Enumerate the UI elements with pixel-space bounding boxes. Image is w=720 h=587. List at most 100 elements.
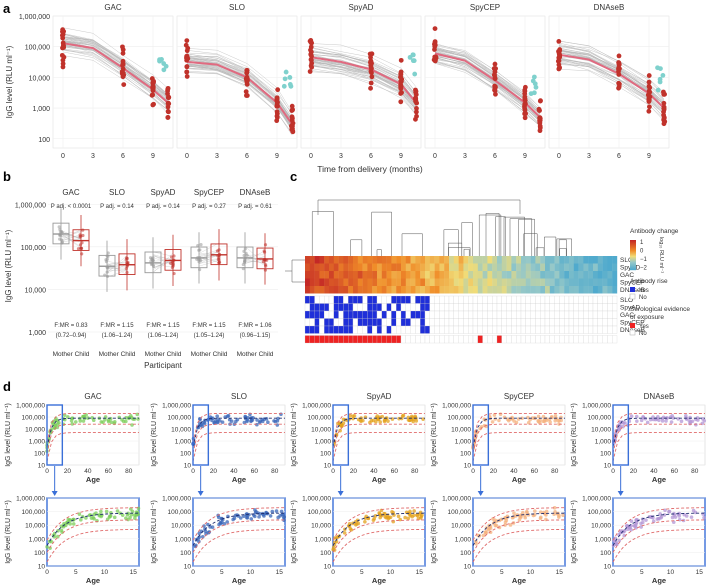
rise-cell <box>506 318 512 327</box>
data-point <box>255 418 259 422</box>
heatmap-cell <box>559 263 565 271</box>
heatmap-cell <box>511 271 517 279</box>
rise-cell <box>612 318 618 327</box>
heatmap-cell <box>540 278 546 286</box>
heatmap-cell <box>559 286 565 294</box>
heatmap-cell <box>473 271 478 279</box>
rise-cell <box>612 295 618 304</box>
data-point <box>479 425 484 429</box>
y-tick-label: 1,000,000 <box>15 202 46 209</box>
rise-cell <box>535 310 541 319</box>
data-point <box>378 420 383 424</box>
data-point <box>618 420 623 424</box>
rise-cell <box>468 303 474 312</box>
data-point <box>684 514 689 518</box>
legend-title: Antibody change <box>630 228 679 235</box>
heatmap-cell <box>573 263 579 271</box>
heatmap-cell <box>535 263 541 271</box>
rise-cell <box>540 295 546 304</box>
rise-cell <box>448 310 454 319</box>
heatmap-cell <box>569 256 574 264</box>
data-point <box>629 414 634 418</box>
rise-cell <box>429 325 435 334</box>
heatmap-cell <box>405 286 411 294</box>
rise-cell <box>352 318 358 327</box>
heatmap-cell <box>338 263 344 271</box>
heatmap-cell <box>429 263 435 271</box>
rise-cell <box>588 295 594 304</box>
dendrogram-branch <box>544 236 557 256</box>
x-tick-label: 80 <box>551 468 559 475</box>
data-point <box>206 522 210 527</box>
y-tick-label: 1,000 <box>32 106 50 113</box>
rise-cell <box>530 303 536 312</box>
y-tick-label: 100,000 <box>22 415 46 422</box>
rise-cell <box>597 295 603 304</box>
rise-cell <box>400 303 406 312</box>
rise-cell <box>496 295 502 304</box>
facet-title-DNAseB: DNAseB <box>240 188 271 197</box>
heatmap-cell <box>564 256 570 264</box>
heatmap-cell <box>492 256 498 264</box>
data-point <box>396 514 401 519</box>
rise-cell <box>372 318 378 327</box>
rise-cell <box>362 310 368 319</box>
zoom-arrow-head <box>197 491 204 496</box>
rise-cell <box>372 295 378 304</box>
colorbar-tick: 1 <box>640 240 644 246</box>
rise-cell <box>544 310 550 319</box>
rise-cell <box>501 310 507 319</box>
x-tick-label: 80 <box>411 468 419 475</box>
subject-line <box>186 48 293 113</box>
rise-cell <box>520 325 526 334</box>
rise-cell <box>492 310 498 319</box>
heatmap-cell <box>545 256 550 264</box>
serology-cell <box>511 335 517 344</box>
heatmap-cell <box>497 278 502 286</box>
heatmap-cell <box>357 278 363 286</box>
data-point <box>549 415 554 419</box>
heatmap-cell <box>463 263 469 271</box>
heatmap-cell <box>492 278 498 286</box>
rise-cell <box>588 325 594 334</box>
y-tick-label: 1,000,000 <box>16 403 45 410</box>
x-tick-label: 60 <box>105 468 113 475</box>
rise-cell <box>487 318 493 327</box>
data-point <box>382 419 387 424</box>
rise-cell <box>578 295 584 304</box>
data-point-red <box>413 87 418 93</box>
rise-cell <box>309 303 315 312</box>
zoom-arrow-head <box>337 491 344 496</box>
heatmap-cell <box>362 278 368 286</box>
data-point <box>199 422 204 426</box>
data-point <box>109 420 114 425</box>
data-point <box>621 421 626 425</box>
heatmap-cell <box>410 271 416 279</box>
fit-line <box>472 528 566 563</box>
data-point-red <box>245 78 250 83</box>
x-tick-label: 0 <box>611 569 615 576</box>
data-point <box>497 418 501 423</box>
rise-cell <box>333 318 339 327</box>
serology-cell <box>381 335 387 344</box>
data-point <box>342 531 347 535</box>
x-tick-label: 40 <box>230 468 238 475</box>
dendrogram-branch <box>448 247 471 256</box>
y-tick-label: 1,000 <box>315 439 332 446</box>
heatmap-cell <box>439 286 445 294</box>
y-tick-label: 10 <box>464 463 472 470</box>
rise-cell <box>420 318 426 327</box>
heatmap-cell <box>487 278 493 286</box>
heatmap-cell <box>501 286 507 294</box>
data-point-red <box>184 74 190 79</box>
y-tick-label: 100,000 <box>25 45 50 52</box>
fmr-value: F:MR = 1.15 <box>146 323 180 329</box>
rise-cell <box>463 295 469 304</box>
heatmap-cell <box>511 256 517 264</box>
data-point <box>691 508 696 513</box>
heatmap-cell <box>602 256 608 264</box>
rise-cell <box>362 303 368 312</box>
rise-cell <box>319 303 325 312</box>
data-point <box>701 417 705 421</box>
legend-label: Yes <box>639 288 649 294</box>
